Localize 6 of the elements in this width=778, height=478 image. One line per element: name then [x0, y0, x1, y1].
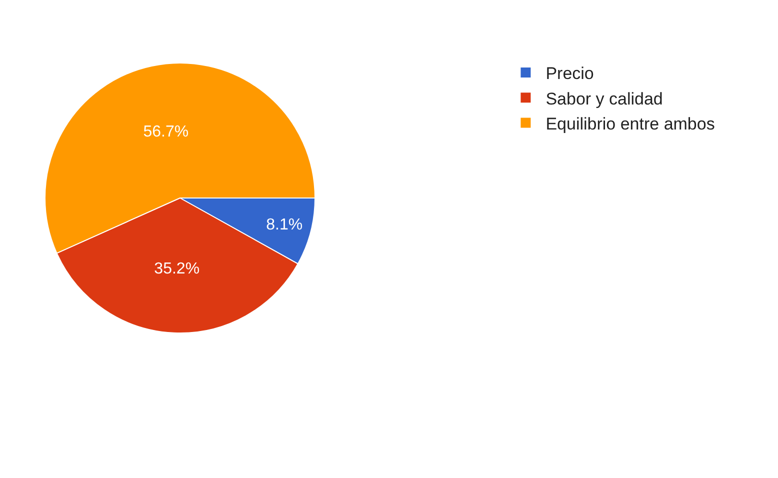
- data-label: 8.1%: [266, 216, 303, 234]
- data-label: 56.7%: [143, 123, 189, 140]
- legend-label: Sabor y calidad: [546, 89, 663, 108]
- data-label: 35.2%: [154, 260, 200, 278]
- legend-label: Precio: [546, 64, 594, 84]
- legend-label: Equilibrio entre ambos: [546, 114, 715, 134]
